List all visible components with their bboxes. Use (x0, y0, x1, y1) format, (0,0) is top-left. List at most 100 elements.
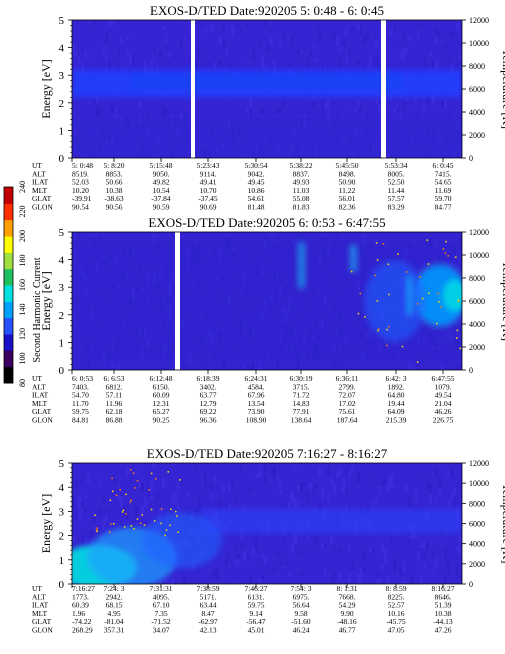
table-row-label: GLON (32, 416, 53, 425)
colorbar-swatch (4, 187, 13, 204)
heatmap-cell (276, 106, 279, 113)
heatmap-cell (372, 550, 375, 554)
colorbar-swatch (4, 219, 13, 237)
table-cell: 49.54 (435, 391, 452, 400)
table-cell: 57.57 (388, 194, 405, 203)
heatmap-cell (201, 63, 204, 69)
table-cell: 64.09 (388, 407, 405, 416)
colorbar-swatches (4, 187, 13, 384)
table-cell: 8225. (388, 592, 405, 601)
table-cell: 45.01 (248, 626, 265, 635)
heatmap-cell (291, 542, 294, 553)
heatmap-cell (279, 481, 282, 487)
heatmap-speckle (155, 478, 157, 480)
heatmap-speckle (376, 259, 379, 261)
heatmap-cell (405, 580, 408, 584)
heatmap-speckle (125, 513, 127, 515)
table-cell: 11.22 (339, 186, 356, 195)
y2-axis-label: Temperature [K] (500, 261, 505, 341)
heatmap-cell (93, 524, 96, 530)
heatmap-speckle (122, 509, 125, 511)
heatmap-cell (255, 543, 258, 553)
heatmap-speckles (350, 239, 461, 363)
heatmap-cell (228, 505, 231, 509)
colorbar-swatch (4, 366, 13, 384)
heatmap-cell (249, 98, 252, 109)
heatmap-cell (450, 63, 453, 75)
heatmap-cell (420, 20, 423, 28)
heatmap-cell (93, 20, 96, 26)
heatmap-cell (423, 562, 426, 569)
heatmap-cell (399, 568, 402, 576)
heatmap-cell (96, 111, 99, 117)
y-axis-left: 0 1 2 3 4 5 (59, 15, 72, 165)
heatmap-cell (357, 574, 360, 583)
heatmap-cell (453, 495, 456, 508)
table-cell: 69.22 (200, 407, 217, 416)
heatmap-cell (378, 64, 381, 72)
y2-tick-label: 6000 (469, 85, 485, 94)
heatmap-cell (210, 494, 213, 502)
heatmap-cell (324, 101, 327, 109)
heatmap-cell (417, 112, 420, 117)
heatmap-cell (159, 507, 162, 518)
heatmap-cell (276, 234, 279, 240)
y-tick-label: 5 (59, 458, 65, 470)
table-cell: 54.65 (435, 178, 452, 187)
table-cell: 59.75 (248, 601, 265, 610)
heatmap-cell (213, 569, 216, 578)
heatmap-speckle (95, 529, 98, 531)
heatmap-spike (300, 243, 303, 288)
heatmap-cell (300, 50, 303, 54)
heatmap-cell (342, 487, 345, 492)
heatmap-cell (279, 107, 282, 115)
heatmap-cell (330, 36, 333, 39)
heatmap-cell (105, 53, 108, 61)
heatmap-cell (276, 551, 279, 557)
table-cell: 7415. (435, 169, 452, 178)
y2-tick-label: 6000 (469, 297, 485, 306)
heatmap-cell (285, 558, 288, 566)
table-cell: 42.13 (200, 626, 217, 635)
heatmap-area (72, 20, 462, 158)
heatmap-cell (240, 540, 243, 547)
table-cell: 46.26 (435, 407, 452, 416)
heatmap-cell (99, 476, 102, 487)
heatmap-cell (171, 232, 174, 235)
heatmap-cell (459, 53, 462, 60)
heatmap-cell (117, 365, 120, 370)
heatmap-cell (147, 485, 150, 498)
heatmap-cell (456, 545, 459, 552)
table-cell: 7403. (72, 382, 89, 391)
table-cell: 11.96 (106, 399, 123, 408)
table-cell: 57.11 (106, 391, 123, 400)
table-cell: 50.66 (106, 178, 123, 187)
table-cell: 1.96 (72, 609, 85, 618)
table-cell: 68.15 (106, 601, 123, 610)
heatmap-cell (84, 51, 87, 58)
heatmap-cell (417, 551, 420, 561)
y2-tick-label: 0 (469, 366, 473, 375)
heatmap-cell (189, 56, 192, 60)
y2-tick-label: 0 (469, 154, 473, 163)
heatmap-cell (222, 21, 225, 31)
data-gap (191, 20, 195, 158)
heatmap-cell (348, 574, 351, 582)
heatmap-cell (447, 561, 450, 574)
heatmap-cell (351, 567, 354, 571)
y-tick-label: 5 (59, 15, 65, 27)
heatmap-cell (321, 100, 324, 111)
table-cell: 6: 0:53 (72, 374, 93, 383)
heatmap-cell (333, 570, 336, 583)
colorbar-tick-label: 220 (18, 206, 27, 218)
heatmap-cell (195, 465, 198, 472)
heatmap-cell (312, 102, 315, 110)
table-cell: 5:15:48 (150, 161, 173, 170)
y2-tick-label: 2000 (469, 560, 485, 569)
heatmap-cell (261, 106, 264, 115)
heatmap-cell (333, 547, 336, 552)
heatmap-cell (315, 535, 318, 547)
heatmap-cell (162, 477, 165, 489)
heatmap-cell (294, 533, 297, 544)
table-row-label: GLAT (32, 617, 52, 626)
